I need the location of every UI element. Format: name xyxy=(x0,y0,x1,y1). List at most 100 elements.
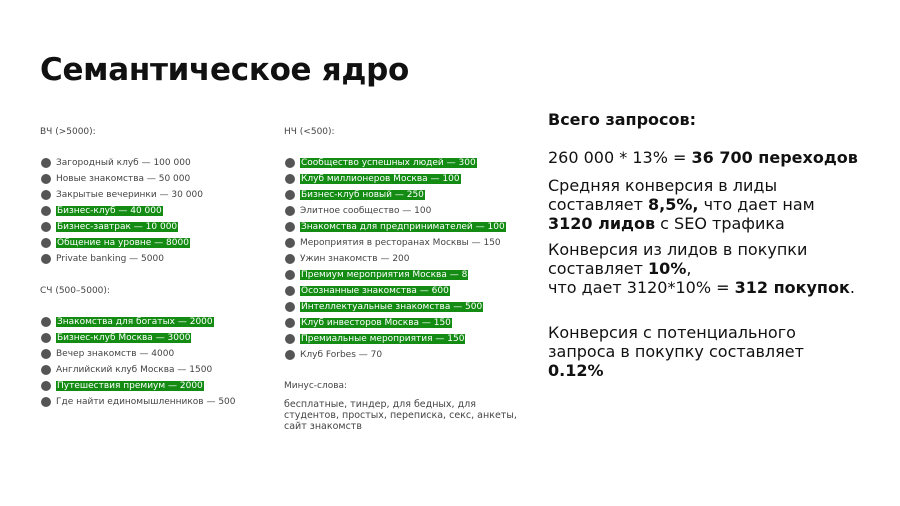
bullet xyxy=(285,270,295,280)
bullet xyxy=(285,174,295,184)
bullet xyxy=(41,317,51,327)
bullet xyxy=(41,365,51,375)
keyword-text: Клуб миллионеров Москва — 100 xyxy=(300,174,461,184)
keyword-item: Бизнес-клуб новый — 250 xyxy=(300,189,425,202)
summary-line: что дает 3120*10% = 312 покупок. xyxy=(548,278,855,297)
keyword-text: Знакомства для богатых — 2000 xyxy=(56,317,214,327)
bullet xyxy=(285,350,295,360)
keyword-item: Бизнес-клуб — 40 000 xyxy=(56,205,163,218)
keyword-item: Закрытые вечеринки — 30 000 xyxy=(56,189,203,202)
keyword-text: Загородный клуб — 100 000 xyxy=(56,158,191,168)
keyword-item: Ужин знакомств — 200 xyxy=(300,253,410,266)
summary-text: 36 700 переходов xyxy=(691,148,858,167)
keyword-item: Загородный клуб — 100 000 xyxy=(56,157,191,170)
keyword-text: Вечер знакомств — 4000 xyxy=(56,349,175,359)
keyword-item: Новые знакомства — 50 000 xyxy=(56,173,190,186)
keyword-item: Премиальные мероприятия — 150 xyxy=(300,333,466,346)
keyword-item: Мероприятия в ресторанах Москвы — 150 xyxy=(300,237,501,250)
keyword-item: Знакомства для богатых — 2000 xyxy=(56,316,214,329)
bullet xyxy=(41,397,51,407)
summary-line: Конверсия с потенциального xyxy=(548,323,796,342)
summary-text: Средняя конверсия в лиды xyxy=(548,176,778,195)
keyword-text: Клуб инвесторов Москва — 150 xyxy=(300,318,452,328)
summary-line: 3120 лидов с SEO трафика xyxy=(548,214,785,233)
keyword-item: Премиум мероприятия Москва — 8 xyxy=(300,269,469,282)
bullet xyxy=(41,158,51,168)
keyword-item: Клуб инвесторов Москва — 150 xyxy=(300,317,452,330)
keyword-text: Общение на уровне — 8000 xyxy=(56,238,190,248)
summary-line: 260 000 * 13% = 36 700 переходов xyxy=(548,148,858,167)
summary-line: составляет 10%, xyxy=(548,259,691,278)
bullet xyxy=(285,286,295,296)
keyword-text: Бизнес-клуб новый — 250 xyxy=(300,190,425,200)
summary-line: 0.12% xyxy=(548,361,604,380)
summary-text: Конверсия с потенциального xyxy=(548,323,796,342)
summary-line: Средняя конверсия в лиды xyxy=(548,176,777,195)
bullet xyxy=(41,349,51,359)
keyword-text: Осознанные знакомства — 600 xyxy=(300,286,450,296)
keyword-text: Сообщество успешных людей — 300 xyxy=(300,158,477,168)
group-heading: ВЧ (>5000): xyxy=(40,127,96,137)
keyword-text: Интеллектуальные знакомства — 500 xyxy=(300,302,484,312)
keyword-text: Новые знакомства — 50 000 xyxy=(56,174,191,184)
keyword-item: Английский клуб Москва — 1500 xyxy=(56,364,212,377)
bullet xyxy=(285,158,295,168)
keyword-text: Где найти единомышленников — 500 xyxy=(56,397,236,407)
keyword-text: Бизнес-завтрак — 10 000 xyxy=(56,222,179,232)
keyword-item: Вечер знакомств — 4000 xyxy=(56,348,174,361)
bullet xyxy=(41,381,51,391)
summary-line: Всего запросов: xyxy=(548,110,696,129)
summary-text: составляет xyxy=(548,259,649,278)
keyword-item: Интеллектуальные знакомства — 500 xyxy=(300,301,484,314)
summary-text: 0.12% xyxy=(548,361,604,380)
summary-text: что дает 3120*10% = xyxy=(548,278,735,297)
summary-text: запроса в покупку составляет xyxy=(548,342,804,361)
keyword-text: Английский клуб Москва — 1500 xyxy=(56,365,213,375)
bullet xyxy=(285,206,295,216)
bullet xyxy=(285,222,295,232)
keyword-text: Закрытые вечеринки — 30 000 xyxy=(56,190,203,200)
keyword-text: Бизнес-клуб — 40 000 xyxy=(56,206,163,216)
bullet xyxy=(41,222,51,232)
bullet xyxy=(285,190,295,200)
keyword-item: Осознанные знакомства — 600 xyxy=(300,285,450,298)
keyword-item: Элитное сообщество — 100 xyxy=(300,205,431,218)
keyword-item: Бизнес-завтрак — 10 000 xyxy=(56,221,179,234)
keyword-text: Элитное сообщество — 100 xyxy=(300,206,432,216)
summary-text: Конверсия из лидов в покупки xyxy=(548,240,808,259)
keyword-item: Бизнес-клуб Москва — 3000 xyxy=(56,332,192,345)
keyword-item: Знакомства для предпринимателей — 100 xyxy=(300,221,506,234)
summary-text: 8,5%, xyxy=(648,195,699,214)
keyword-item: Общение на уровне — 8000 xyxy=(56,237,190,250)
keyword-text: Клуб Forbes — 70 xyxy=(300,350,383,360)
keyword-text: Бизнес-клуб Москва — 3000 xyxy=(56,333,192,343)
bullet xyxy=(41,206,51,216)
summary-text: 3120 лидов xyxy=(548,214,656,233)
summary-line: запроса в покупку составляет xyxy=(548,342,804,361)
keyword-item: Сообщество успешных людей — 300 xyxy=(300,157,477,170)
keyword-item: Клуб Forbes — 70 xyxy=(300,349,382,362)
group-heading: НЧ (<500): xyxy=(284,127,335,137)
keyword-text: Премиум мероприятия Москва — 8 xyxy=(300,270,469,280)
keyword-item: Путешествия премиум — 2000 xyxy=(56,380,204,393)
bullet xyxy=(285,302,295,312)
summary-text: составляет xyxy=(548,195,649,214)
bullet xyxy=(285,238,295,248)
keyword-text: Ужин знакомств — 200 xyxy=(300,254,410,264)
bullet xyxy=(285,254,295,264)
keyword-text: Знакомства для предпринимателей — 100 xyxy=(300,222,506,232)
keyword-item: Private banking — 5000 xyxy=(56,253,164,266)
negative-text: бесплатные, тиндер, для бедных, для студ… xyxy=(284,399,517,432)
summary-text: 312 покупок xyxy=(734,278,850,297)
summary-line: составляет 8,5%, что дает нам xyxy=(548,195,815,214)
keyword-item: Где найти единомышленников — 500 xyxy=(56,396,236,409)
summary-text: , xyxy=(686,259,692,278)
bullet xyxy=(41,333,51,343)
summary-text: 10% xyxy=(648,259,687,278)
keyword-text: Путешествия премиум — 2000 xyxy=(56,381,204,391)
summary-text: что дает нам xyxy=(698,195,815,214)
bullet xyxy=(41,174,51,184)
summary-text: 260 000 * 13% = xyxy=(548,148,692,167)
bullet xyxy=(285,318,295,328)
